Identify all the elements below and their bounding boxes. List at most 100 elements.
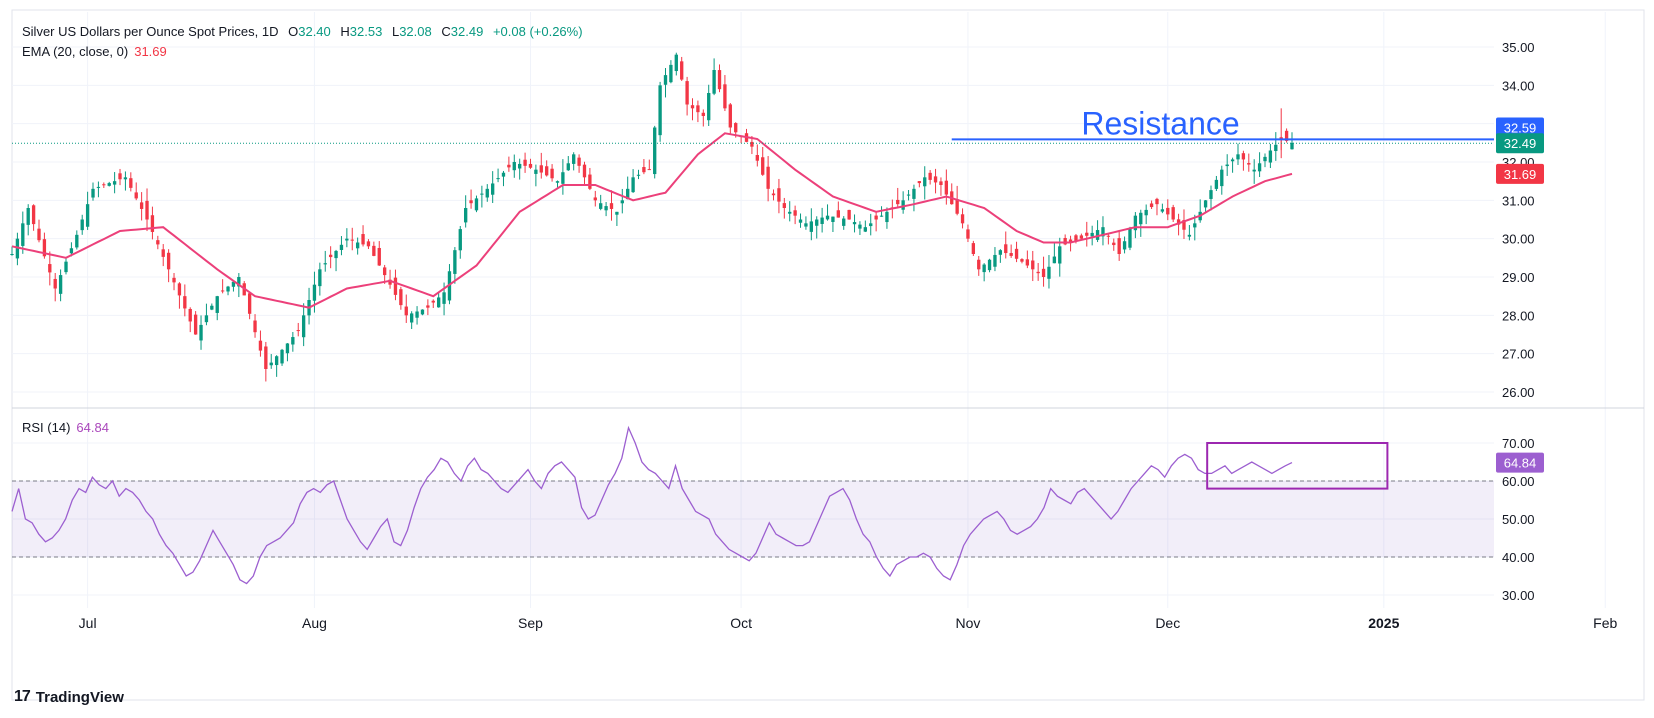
candle-body xyxy=(80,219,84,231)
candle-body xyxy=(453,250,457,274)
candle-body xyxy=(226,286,230,292)
candle-body xyxy=(572,154,576,164)
candle-body xyxy=(75,234,79,248)
candle-body xyxy=(1284,130,1289,141)
candle-body xyxy=(836,210,840,218)
resistance-label: Resistance xyxy=(1081,105,1239,141)
candle-body xyxy=(220,290,225,292)
candle-body xyxy=(555,181,560,183)
candle-body xyxy=(177,283,182,296)
candle-body xyxy=(469,200,473,204)
candle-body xyxy=(599,203,603,209)
rsi-line xyxy=(11,425,1389,585)
candle-body xyxy=(1257,163,1262,172)
candle-body xyxy=(1144,209,1148,216)
candle-body xyxy=(485,188,489,198)
candle-body xyxy=(210,305,214,310)
tradingview-brand[interactable]: 17 TradingView xyxy=(14,688,124,706)
time-tick-label: Dec xyxy=(1155,615,1180,631)
candle-body xyxy=(971,243,976,254)
candle-body xyxy=(696,105,700,113)
candle-body xyxy=(26,208,30,225)
candle-body xyxy=(58,275,63,294)
candle-body xyxy=(1209,190,1213,199)
candle-body xyxy=(804,223,808,227)
rsi-label: RSI (14) xyxy=(22,420,71,435)
rsi-tick-label: 30.00 xyxy=(1502,588,1535,603)
candle-body xyxy=(615,211,619,215)
close-value: 32.49 xyxy=(450,24,484,39)
candle-body xyxy=(48,264,52,273)
candle-body xyxy=(1155,198,1159,205)
ema-line xyxy=(11,132,1293,309)
candle-body xyxy=(118,173,122,180)
candle-body xyxy=(372,245,376,256)
candle-body xyxy=(253,320,257,333)
candle-body xyxy=(345,238,349,241)
candle-body xyxy=(15,238,20,259)
candle-body xyxy=(145,200,149,220)
candle-body xyxy=(879,215,884,217)
candle-body xyxy=(674,54,678,72)
candle-body xyxy=(258,340,263,351)
candle-body xyxy=(523,159,527,166)
candle-body xyxy=(166,252,171,270)
candle-body xyxy=(156,240,160,245)
candle-body xyxy=(269,362,273,366)
candle-body xyxy=(1160,209,1165,212)
candle-body xyxy=(815,219,819,226)
candle-body xyxy=(1095,230,1100,240)
time-tick-label: Nov xyxy=(955,615,980,631)
candle-body xyxy=(933,176,938,183)
legend-rsi[interactable]: RSI (14) 64.84 xyxy=(22,420,115,435)
candle-body xyxy=(750,141,754,147)
candle-body xyxy=(1079,235,1084,239)
rsi-band-fill xyxy=(12,481,1494,557)
price-tick-label: 30.00 xyxy=(1502,232,1535,247)
candle-body xyxy=(1149,203,1154,208)
candle-body xyxy=(274,356,279,366)
candle-body xyxy=(193,314,198,335)
candle-body xyxy=(296,330,300,332)
candle-body xyxy=(982,264,986,273)
open-value: 32.40 xyxy=(298,24,331,39)
legend-ema[interactable]: EMA (20, close, 0) 31.69 xyxy=(22,44,173,59)
candle-body xyxy=(977,259,981,270)
candle-body xyxy=(1025,259,1030,266)
axes: 35.0034.0033.0032.0031.0030.0029.0028.00… xyxy=(79,40,1618,631)
candle-body xyxy=(685,81,689,105)
candle-body xyxy=(409,313,414,323)
candle-body xyxy=(301,315,306,338)
symbol-title[interactable]: Silver US Dollars per Ounce Spot Prices,… xyxy=(22,24,279,39)
candlestick-series xyxy=(10,52,1294,382)
candle-body xyxy=(1101,227,1105,237)
candle-body xyxy=(1063,237,1067,245)
candle-body xyxy=(415,311,419,318)
candle-body xyxy=(680,61,684,80)
candle-body xyxy=(366,241,371,247)
high-value: 32.53 xyxy=(349,24,383,39)
candle-body xyxy=(393,277,398,295)
candle-body xyxy=(1031,260,1035,270)
candle-body xyxy=(496,178,500,180)
candle-body xyxy=(1117,238,1121,254)
candle-body xyxy=(237,277,241,287)
candle-body xyxy=(426,305,430,308)
chart-frame xyxy=(11,9,1645,701)
rsi-path xyxy=(11,425,1293,585)
candle-body xyxy=(561,172,565,184)
candle-body xyxy=(1036,271,1040,274)
candle-body xyxy=(928,172,932,180)
price-tick-label: 26.00 xyxy=(1502,385,1535,400)
candle-body xyxy=(350,239,354,241)
candle-body xyxy=(1252,169,1256,172)
candle-body xyxy=(1263,156,1267,162)
candle-body xyxy=(1074,235,1078,241)
candle-body xyxy=(491,183,495,195)
candle-body xyxy=(1193,223,1197,228)
candle-body xyxy=(712,70,716,94)
candle-body xyxy=(1009,253,1013,256)
candle-body xyxy=(480,193,484,195)
candle-body xyxy=(474,198,479,211)
